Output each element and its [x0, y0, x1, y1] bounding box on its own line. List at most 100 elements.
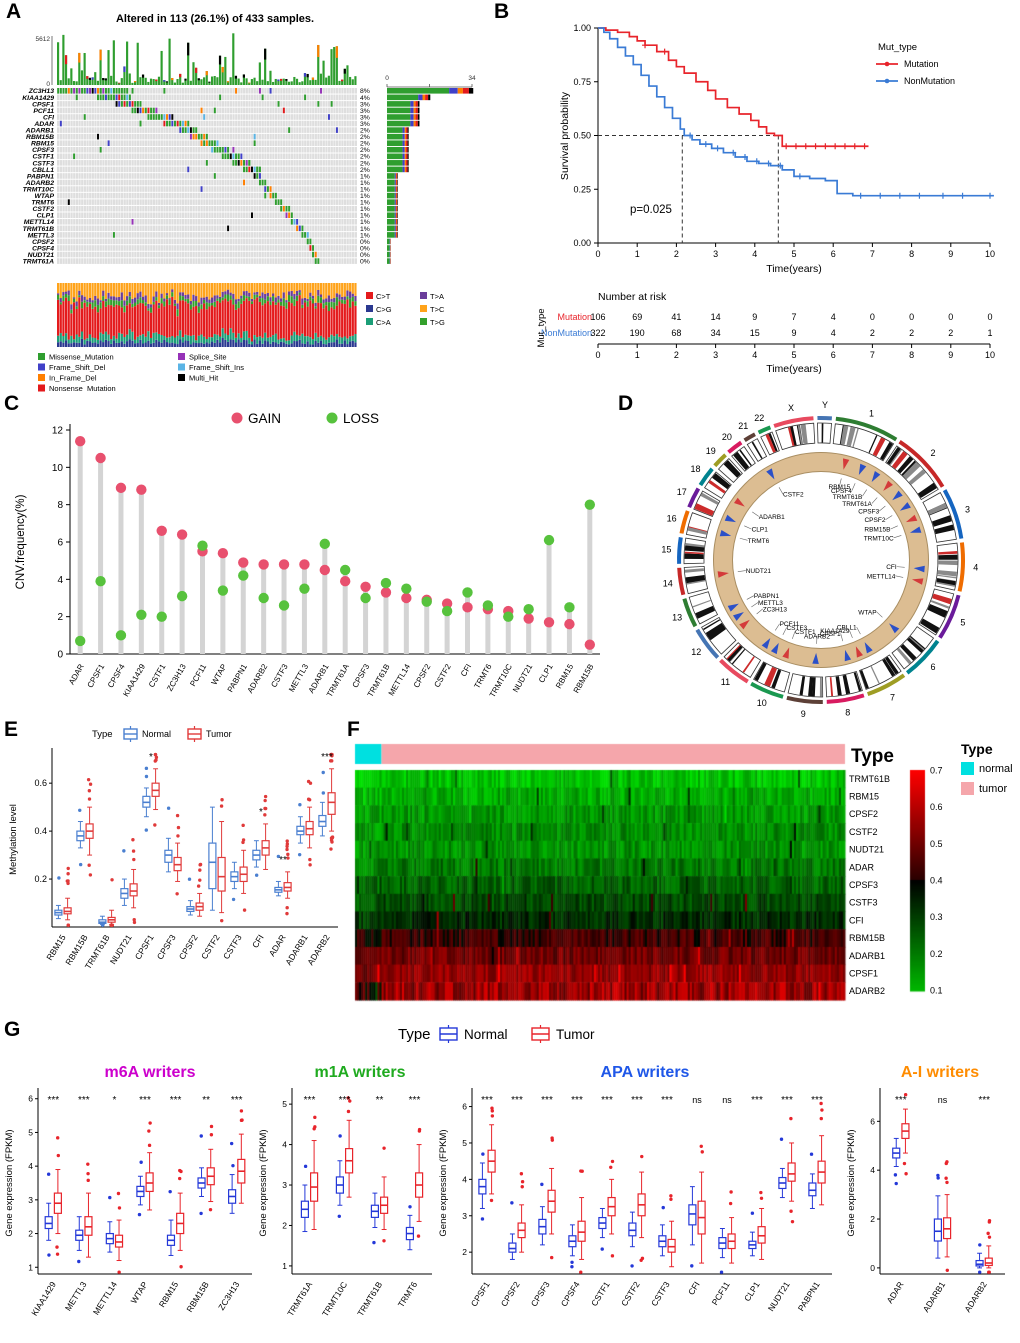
apa-writers-title: APA writers — [600, 1064, 690, 1081]
svg-text:Gene expression (FPKM): Gene expression (FPKM) — [438, 1129, 449, 1236]
svg-text:6: 6 — [931, 662, 936, 672]
svg-text:Gene expression (FPKM): Gene expression (FPKM) — [4, 1129, 15, 1236]
svg-text:1: 1 — [635, 350, 640, 360]
svg-text:4: 4 — [462, 1174, 467, 1184]
svg-text:0: 0 — [948, 312, 953, 322]
svg-text:Tumor: Tumor — [206, 729, 232, 739]
svg-text:CPSF1: CPSF1 — [849, 968, 878, 978]
svg-text:***: *** — [541, 1095, 553, 1106]
svg-text:7: 7 — [870, 350, 875, 360]
svg-text:0%: 0% — [360, 259, 370, 266]
svg-text:TRMT61B: TRMT61B — [849, 774, 890, 784]
svg-text:15: 15 — [750, 328, 760, 338]
svg-text:Frame_Shift_Ins: Frame_Shift_Ins — [189, 363, 244, 372]
svg-text:0: 0 — [46, 81, 50, 88]
svg-text:68: 68 — [671, 328, 681, 338]
svg-text:RBM15B: RBM15B — [849, 933, 885, 943]
svg-text:17: 17 — [677, 487, 687, 497]
svg-text:0%: 0% — [360, 245, 370, 252]
svg-text:NUDT21: NUDT21 — [28, 252, 55, 259]
svg-text:13: 13 — [672, 613, 682, 623]
svg-text:CFI: CFI — [43, 114, 54, 121]
svg-text:14: 14 — [663, 578, 673, 588]
svg-text:CPSF3: CPSF3 — [849, 880, 878, 890]
svg-text:CSTF2: CSTF2 — [32, 206, 54, 213]
svg-text:19: 19 — [706, 446, 716, 456]
svg-text:12: 12 — [52, 426, 64, 437]
svg-text:Methylation level: Methylation level — [8, 804, 19, 875]
svg-text:0: 0 — [595, 350, 600, 360]
svg-text:Y: Y — [822, 400, 828, 410]
svg-text:CPSF1: CPSF1 — [133, 933, 156, 962]
svg-text:p=0.025: p=0.025 — [630, 204, 672, 216]
svg-text:KIAA1429: KIAA1429 — [29, 1280, 58, 1318]
svg-text:4: 4 — [57, 575, 63, 586]
svg-text:CSTF3: CSTF3 — [786, 625, 807, 632]
svg-text:CPSF2: CPSF2 — [499, 1280, 522, 1309]
svg-text:Type: Type — [92, 729, 113, 740]
svg-text:METTL3: METTL3 — [28, 232, 55, 239]
svg-text:C>T: C>T — [376, 292, 391, 301]
svg-text:ZC3H13: ZC3H13 — [216, 1280, 241, 1312]
svg-text:12: 12 — [691, 647, 701, 657]
oncoprint-grid — [57, 33, 357, 264]
svg-text:322: 322 — [590, 328, 605, 338]
svg-text:6: 6 — [462, 1102, 467, 1112]
svg-text:5: 5 — [791, 350, 796, 360]
svg-text:CLP1: CLP1 — [752, 527, 769, 534]
panel-b-survival: 0.000.250.500.751.000 1 2 3 4 5 6 7 8 9 10Survival… — [536, 23, 995, 375]
svg-text:C>A: C>A — [376, 318, 391, 327]
svg-text:0: 0 — [57, 650, 63, 661]
svg-text:C>G: C>G — [376, 305, 392, 314]
svg-text:RBM15B: RBM15B — [184, 1279, 211, 1313]
svg-text:***: *** — [481, 1095, 493, 1106]
svg-text:**: ** — [279, 855, 287, 866]
svg-text:RBM15: RBM15 — [829, 484, 851, 491]
svg-text:***: *** — [601, 1095, 613, 1106]
svg-text:Number at risk: Number at risk — [598, 291, 667, 303]
svg-text:34: 34 — [711, 328, 721, 338]
svg-text:10: 10 — [757, 698, 767, 708]
svg-text:ADAR: ADAR — [67, 662, 86, 686]
svg-text:0.4: 0.4 — [34, 826, 47, 836]
svg-text:ADARB1: ADARB1 — [849, 951, 885, 961]
svg-text:0: 0 — [870, 312, 875, 322]
svg-text:CSTF1: CSTF1 — [147, 662, 168, 689]
panel-label-d: D — [618, 392, 634, 415]
svg-text:2%: 2% — [360, 134, 370, 141]
svg-text:CPSF3: CPSF3 — [529, 1280, 552, 1309]
svg-text:0.2: 0.2 — [34, 874, 47, 884]
svg-text:WTAP: WTAP — [858, 609, 876, 616]
svg-text:4: 4 — [282, 1140, 287, 1150]
svg-text:Gene expression (FPKM): Gene expression (FPKM) — [258, 1129, 269, 1236]
svg-text:METTL14: METTL14 — [867, 573, 896, 580]
svg-text:NonMutation: NonMutation — [541, 328, 592, 338]
svg-text:CPSF2: CPSF2 — [177, 933, 200, 962]
svg-text:4: 4 — [28, 1161, 33, 1171]
svg-text:Mut_type: Mut_type — [536, 308, 547, 347]
svg-text:2%: 2% — [360, 154, 370, 161]
svg-text:CPSF4: CPSF4 — [106, 662, 127, 689]
svg-text:1%: 1% — [360, 193, 370, 200]
svg-text:Multi_Hit: Multi_Hit — [189, 374, 219, 383]
svg-text:4: 4 — [831, 312, 836, 322]
svg-text:Type: Type — [961, 741, 993, 757]
svg-text:RBM15B: RBM15B — [864, 527, 890, 534]
svg-text:Mutation: Mutation — [557, 312, 592, 322]
svg-text:ADAR: ADAR — [885, 1280, 906, 1305]
svg-text:CPSF4: CPSF4 — [559, 1280, 582, 1309]
svg-text:CLP1: CLP1 — [37, 213, 55, 220]
svg-text:ADARB1: ADARB1 — [25, 128, 55, 135]
svg-text:Nonsense_Mutation: Nonsense_Mutation — [49, 384, 116, 392]
svg-text:CSTF1: CSTF1 — [32, 154, 54, 161]
svg-text:8%: 8% — [360, 88, 370, 95]
svg-text:CSTF2: CSTF2 — [849, 827, 878, 837]
svg-text:CPSF1: CPSF1 — [86, 662, 107, 689]
svg-text:5612: 5612 — [36, 36, 51, 43]
svg-text:Frame_Shift_Del: Frame_Shift_Del — [49, 363, 106, 372]
svg-text:106: 106 — [590, 312, 605, 322]
svg-text:TRMT10C: TRMT10C — [864, 535, 894, 542]
svg-text:3%: 3% — [360, 121, 370, 128]
